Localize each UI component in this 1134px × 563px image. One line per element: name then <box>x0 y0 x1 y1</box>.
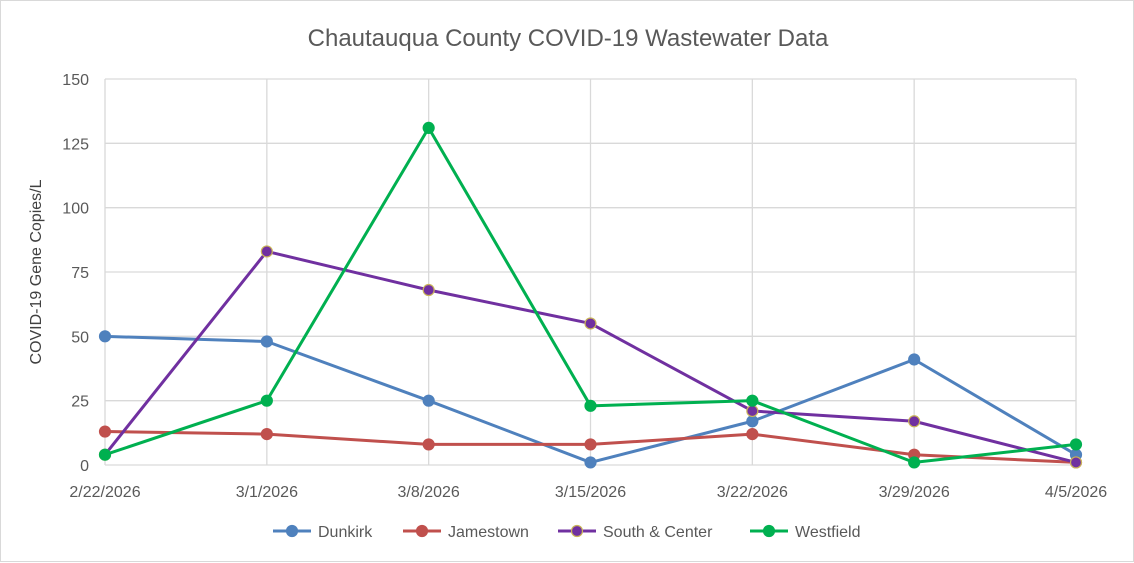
legend-label-south-center: South & Center <box>603 524 713 541</box>
legend-item-south-center: South & Center <box>558 524 713 541</box>
data-point-jamestown <box>584 438 597 451</box>
data-point-westfield <box>1069 438 1083 451</box>
y-tick-label: 75 <box>71 265 89 282</box>
x-tick-label: 3/29/2026 <box>879 484 950 501</box>
x-tick-label: 4/5/2026 <box>1045 484 1107 501</box>
series-westfield <box>98 121 1083 469</box>
x-tick-label: 3/15/2026 <box>555 484 626 501</box>
data-point-south-center <box>260 245 273 258</box>
legend-marker-south-center <box>570 524 584 538</box>
data-point-south-center <box>1069 456 1083 469</box>
legend-item-dunkirk: Dunkirk <box>273 524 373 541</box>
legend-item-westfield: Westfield <box>750 524 861 541</box>
data-point-westfield <box>908 456 921 469</box>
series-layer <box>98 121 1083 469</box>
data-point-south-center <box>584 317 597 330</box>
data-point-dunkirk <box>98 330 112 343</box>
legend-label-jamestown: Jamestown <box>448 524 529 541</box>
data-point-westfield <box>746 394 759 407</box>
data-point-dunkirk <box>584 456 597 469</box>
data-point-westfield <box>584 399 597 412</box>
data-point-dunkirk <box>260 335 273 348</box>
y-tick-label: 150 <box>62 72 89 89</box>
x-tick-label: 3/1/2026 <box>236 484 298 501</box>
y-tick-label: 125 <box>62 136 89 153</box>
legend-marker-jamestown <box>415 524 429 538</box>
legend-label-dunkirk: Dunkirk <box>318 524 373 541</box>
series-dunkirk <box>98 330 1083 469</box>
data-point-south-center <box>746 404 759 418</box>
data-point-dunkirk <box>908 353 921 366</box>
legend-marker-dunkirk <box>285 524 299 538</box>
x-tick-label: 3/8/2026 <box>398 484 460 501</box>
data-point-south-center <box>422 283 435 297</box>
chart-title: Chautauqua County COVID-19 Wastewater Da… <box>308 25 829 52</box>
data-point-westfield <box>260 394 273 407</box>
legend-label-westfield: Westfield <box>795 524 861 541</box>
legend-marker-westfield <box>762 524 776 538</box>
legend-item-jamestown: Jamestown <box>403 524 529 541</box>
data-point-jamestown <box>422 438 435 451</box>
x-tick-label: 2/22/2026 <box>69 484 140 501</box>
y-axis-title: COVID-19 Gene Copies/L <box>28 179 45 364</box>
y-tick-label: 0 <box>80 458 89 475</box>
axes: 0 25 50 75 100 125 150 2/22/2026 3/1/2026 3/8/202… <box>62 72 1107 501</box>
data-point-jamestown <box>746 428 759 441</box>
y-tick-label: 25 <box>71 394 89 411</box>
data-point-jamestown <box>98 425 112 438</box>
legend: Dunkirk Jamestown South & Center Westfield <box>273 524 861 541</box>
y-tick-label: 100 <box>62 201 89 218</box>
data-point-dunkirk <box>746 415 759 428</box>
y-tick-label: 50 <box>71 329 89 346</box>
x-tick-label: 3/22/2026 <box>717 484 788 501</box>
data-point-south-center <box>908 415 921 428</box>
data-point-jamestown <box>260 428 273 441</box>
data-point-westfield <box>422 121 435 134</box>
data-point-westfield <box>98 448 112 461</box>
data-point-dunkirk <box>422 394 435 407</box>
